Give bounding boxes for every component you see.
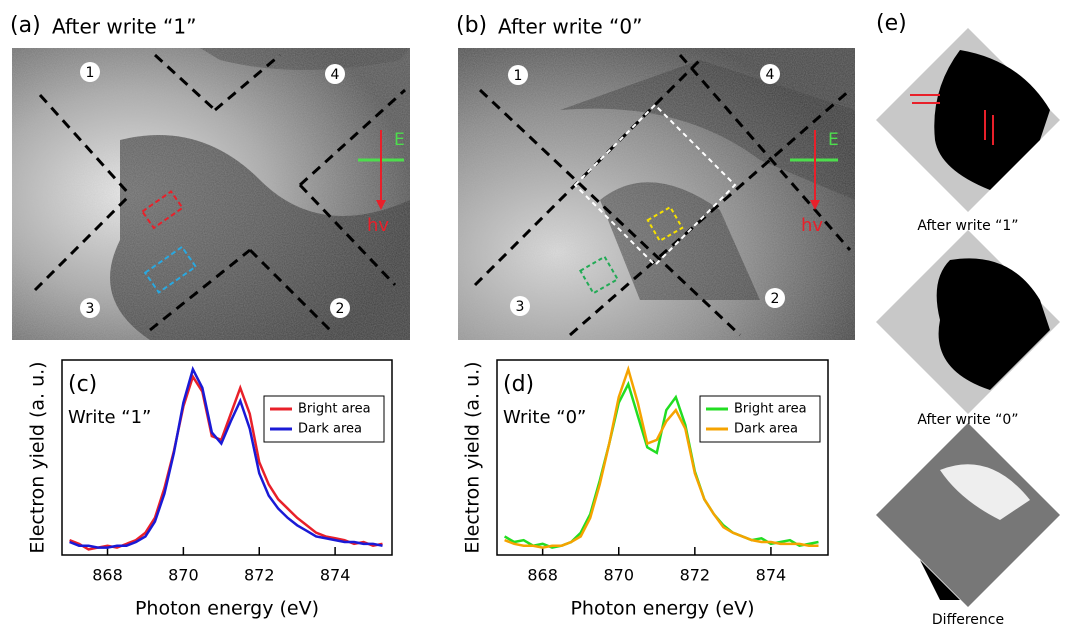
region-marker: [80, 298, 100, 318]
region-marker: [508, 65, 528, 85]
series-line: [504, 365, 819, 549]
region-label: 1: [514, 68, 523, 84]
plot-frame: [496, 359, 829, 556]
region-marker: [765, 288, 785, 308]
e-label: E: [828, 130, 839, 150]
legend-box: [699, 395, 821, 443]
legend-box: [263, 395, 385, 443]
y-axis-label: Electron yield (a. u.): [462, 361, 484, 553]
x-tick-label: 874: [756, 566, 787, 585]
x-tick-label: 872: [680, 566, 711, 585]
x-axis-label: Photon energy (eV): [135, 598, 319, 620]
image-b: [458, 48, 855, 340]
x-tick-label: 868: [527, 566, 558, 585]
region-marker: [325, 64, 345, 84]
panel-label: (d): [503, 372, 534, 397]
region-label: 1: [86, 65, 95, 81]
legend-label: Dark area: [734, 422, 798, 437]
e-label: E: [394, 130, 405, 150]
region-label: 2: [336, 301, 345, 317]
image-caption: Difference: [932, 612, 1004, 628]
image-caption: After write “0”: [917, 412, 1018, 428]
panel-label: (b): [456, 13, 487, 38]
panel-title: After write “1”: [52, 15, 196, 39]
legend-label: Bright area: [298, 402, 371, 417]
annotation: Write “0”: [503, 407, 586, 428]
annotation: Write “1”: [68, 407, 151, 428]
region-label: 3: [516, 299, 525, 315]
image-caption: After write “1”: [917, 218, 1018, 234]
hv-label: hv: [367, 215, 389, 236]
region-marker: [80, 62, 100, 82]
legend-label: Dark area: [298, 422, 362, 437]
image-e: [876, 28, 1060, 607]
panel-label: (a): [10, 13, 41, 38]
panel-label: (c): [68, 372, 97, 397]
image-a: [12, 48, 410, 340]
panel-label: (e): [876, 11, 907, 36]
x-axis-label: Photon energy (eV): [570, 598, 754, 620]
panel-title: After write “0”: [498, 15, 642, 39]
region-label: 3: [86, 301, 95, 317]
region-label: 4: [766, 67, 775, 83]
region-label: 4: [331, 67, 340, 83]
plot-frame: [61, 359, 393, 556]
x-tick-label: 872: [244, 566, 275, 585]
x-tick-label: 870: [603, 566, 634, 585]
x-tick-label: 870: [168, 566, 199, 585]
region-label: 2: [771, 291, 780, 307]
series-line: [69, 365, 383, 549]
region-marker: [760, 64, 780, 84]
y-axis-label: Electron yield (a. u.): [27, 361, 49, 553]
region-marker: [330, 298, 350, 318]
x-tick-label: 868: [92, 566, 123, 585]
x-tick-label: 874: [320, 566, 351, 585]
hv-label: hv: [801, 215, 823, 236]
legend-label: Bright area: [734, 402, 807, 417]
region-marker: [510, 296, 530, 316]
